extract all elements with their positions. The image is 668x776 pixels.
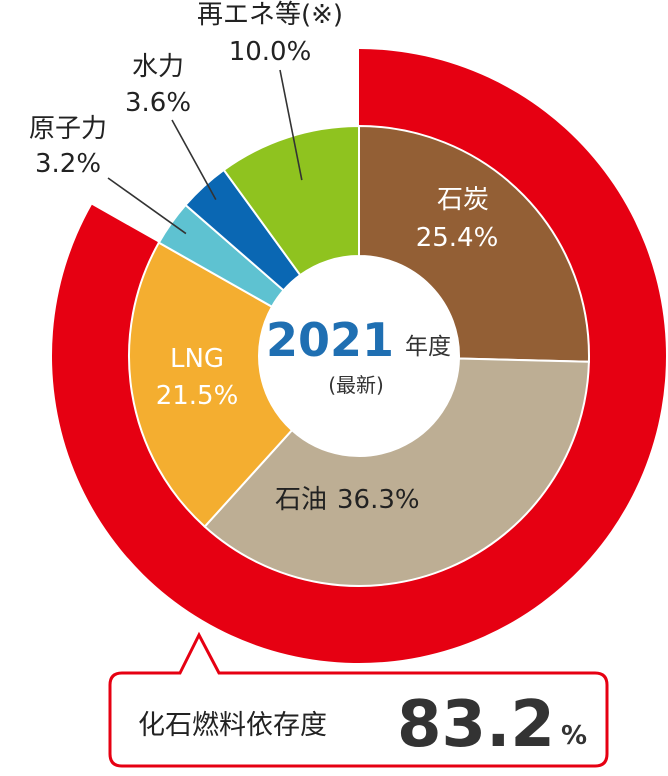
- center-note: (最新): [328, 373, 384, 397]
- center-year: 2021: [266, 313, 394, 367]
- leader-line-renewables: [279, 69, 303, 181]
- leader-lines: [107, 69, 303, 235]
- label-lng-name: LNG: [170, 344, 224, 374]
- label-coal-name: 石炭: [437, 185, 489, 215]
- callout-box: [108, 631, 609, 768]
- center-label: 2021 年度 (最新): [266, 313, 451, 397]
- dependency-callout: 化石燃料依存度 83.2 %: [108, 631, 609, 768]
- leader-line-hydro: [171, 119, 217, 201]
- dependency-label: 化石燃料依存度: [138, 710, 327, 741]
- slice-lng: [128, 241, 294, 529]
- dependency-value: 83.2: [397, 688, 555, 762]
- dependency-unit: %: [561, 721, 587, 751]
- donut-hole: [259, 256, 459, 456]
- label-renewables-name: 再エネ等(※): [197, 0, 343, 30]
- label-lng-value: 21.5%: [156, 381, 239, 411]
- leader-line-nuclear: [107, 177, 187, 235]
- label-oil-value: 36.3%: [337, 485, 420, 515]
- label-renewables-value: 10.0%: [229, 37, 312, 67]
- label-hydro-name: 水力: [132, 52, 184, 82]
- label-oil-name: 石油: [275, 485, 327, 515]
- label-hydro-value: 3.6%: [125, 88, 191, 118]
- slice-labels: 石炭 25.4% 石油 36.3% LNG 21.5% 原子力 3.2% 水力 …: [29, 0, 498, 515]
- label-nuclear-name: 原子力: [29, 114, 107, 144]
- label-nuclear-value: 3.2%: [35, 149, 101, 179]
- label-coal-value: 25.4%: [416, 223, 499, 253]
- slice-layer: [128, 124, 590, 587]
- center-year-suffix: 年度: [405, 334, 451, 360]
